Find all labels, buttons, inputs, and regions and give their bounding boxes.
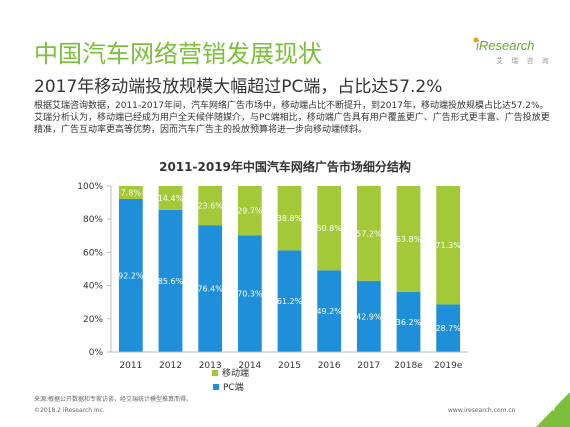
- x-tick-label: 2014: [238, 361, 261, 371]
- chart-title: 2011-2019年中国汽车网络广告市场细分结构: [159, 160, 411, 174]
- y-tick-label: 100%: [77, 182, 103, 192]
- bar-mobile-2013: [198, 186, 223, 226]
- legend-swatch-pc: [213, 384, 219, 390]
- bar-mobile-2017: [356, 185, 381, 281]
- bar-pc-2014: [237, 235, 262, 352]
- data-label-pc: 42.9%: [356, 312, 382, 321]
- bar-mobile-2019e: [436, 186, 461, 305]
- bar-mobile-2016: [317, 186, 342, 271]
- data-label-pc: 85.6%: [158, 277, 184, 286]
- data-label-mobile: 7.8%: [121, 188, 142, 197]
- x-tick-label: 2011: [119, 361, 142, 371]
- data-label-mobile: 38.8%: [277, 214, 303, 223]
- y-tick-label: 0%: [89, 348, 104, 358]
- page-title: 中国汽车网络营销发展现状: [34, 40, 322, 68]
- stacked-bar-chart: 0% 20% 40% 60% 80% 100% 92.2% 7.8% 85.6% 14.4% 76…: [77, 182, 468, 392]
- y-tick-label: 80%: [83, 215, 103, 225]
- y-tick-label: 60%: [83, 248, 103, 258]
- data-label-pc: 36.2%: [396, 318, 422, 327]
- bar-mobile-2014: [237, 186, 262, 236]
- page-badge-shape: [536, 392, 570, 427]
- page-subtitle: 2017年移动端投放规模大幅超过PC端，占比达57.2%: [34, 77, 443, 97]
- data-label-pc: 49.2%: [316, 307, 342, 316]
- x-tick-label: 2017: [357, 361, 380, 371]
- bar-pc-2018e: [396, 291, 421, 352]
- legend-label-mobile: 移动端: [222, 367, 249, 379]
- x-tick-label: 2012: [159, 361, 182, 371]
- bar-pc-2015: [277, 250, 302, 352]
- source-note: 来源:根据公开数据和专家访谈，经艾瑞统计模型推算而得。: [34, 396, 193, 403]
- bar-pc-2016: [317, 270, 342, 352]
- legend-label-pc: PC端: [223, 381, 244, 392]
- data-label-pc: 70.3%: [237, 290, 263, 299]
- data-label-pc: 92.2%: [118, 271, 144, 280]
- x-tick-label: 2016: [318, 361, 341, 371]
- y-tick-label: 40%: [83, 282, 103, 292]
- bar-pc-2019e: [436, 304, 461, 352]
- logo-subtitle: 艾 瑞 咨 询: [496, 57, 552, 65]
- bar-mobile-2012: [158, 186, 183, 210]
- data-label-pc: 61.2%: [277, 297, 303, 306]
- bars: 92.2% 7.8% 85.6% 14.4% 76.4% 23.6% 70.3% 29.7% 6…: [118, 185, 461, 352]
- y-tick-label: 20%: [83, 315, 103, 325]
- legend: 移动端 PC端: [212, 367, 249, 392]
- bar-pc-2011: [118, 198, 143, 352]
- bar-mobile-2015: [277, 186, 302, 251]
- x-tick-label: 2018e: [394, 361, 423, 371]
- data-label-mobile: 57.2%: [356, 229, 382, 238]
- x-tick-label: 2019e: [434, 361, 463, 371]
- data-label-mobile: 23.6%: [197, 202, 223, 211]
- data-label-mobile: 29.7%: [237, 207, 263, 216]
- page-number: 7: [551, 404, 557, 414]
- bar-pc-2017: [356, 280, 381, 352]
- bar-pc-2012: [158, 209, 183, 352]
- legend-swatch-mobile: [212, 370, 218, 376]
- data-label-mobile: 71.3%: [435, 241, 461, 250]
- bar-mobile-2018e: [396, 186, 421, 292]
- x-axis: 2011 2012 2013 2014 2015 2016 2017 2018e 2019e: [111, 351, 468, 371]
- bar-pc-2013: [198, 225, 223, 352]
- description-text: 根据艾瑞咨询数据，2011-2017年间，汽车网络广告市场中，移动端占比不断提升…: [34, 101, 550, 135]
- copyright: ©2018.2 iResearch Inc.: [34, 407, 105, 414]
- data-label-mobile: 14.4%: [158, 194, 184, 203]
- bar-mobile-2011: [118, 186, 143, 199]
- data-label-pc: 76.4%: [197, 285, 223, 294]
- x-tick-label: 2013: [199, 361, 222, 371]
- logo-text: iResearch: [476, 38, 535, 53]
- data-label-pc: 28.7%: [435, 324, 461, 333]
- data-label-mobile: 50.8%: [316, 224, 342, 233]
- website: www.iresearch.com.cn: [448, 407, 516, 414]
- iresearch-logo: [473, 37, 479, 43]
- y-axis: 0% 20% 40% 60% 80% 100%: [77, 182, 112, 358]
- x-tick-label: 2015: [278, 361, 301, 371]
- data-label-mobile: 63.8%: [396, 235, 422, 244]
